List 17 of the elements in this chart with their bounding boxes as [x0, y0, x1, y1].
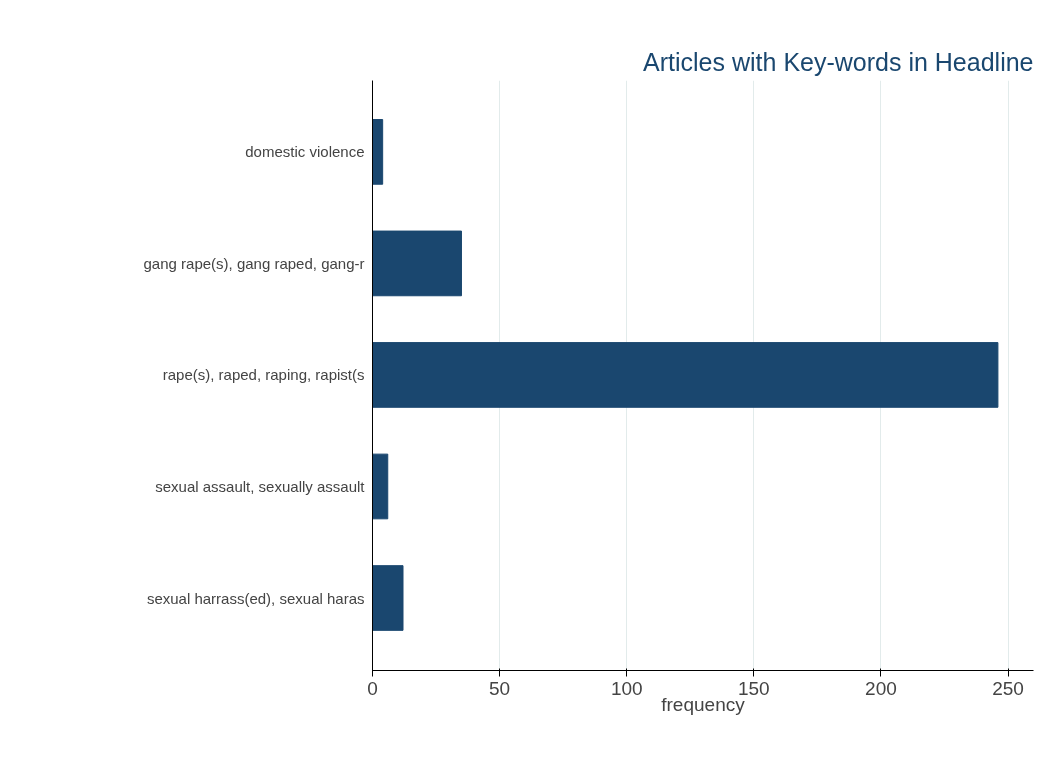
bar	[372, 230, 462, 297]
x-tick-label: 200	[865, 677, 897, 699]
x-tick-label: 100	[610, 677, 643, 699]
x-tick-label: 150	[738, 677, 770, 699]
bar	[372, 565, 404, 631]
x-tick-label: 0	[367, 677, 378, 699]
y-tick-label: gang rape(s), gang raped, gang-r	[143, 254, 365, 272]
x-tick-label: 50	[489, 677, 511, 699]
y-tick-label: domestic violence	[245, 143, 365, 161]
x-tick-label: 250	[992, 677, 1024, 699]
bar	[372, 342, 999, 408]
bar	[372, 453, 389, 520]
bar	[372, 119, 384, 185]
y-tick-label: sexual harrass(ed), sexual haras	[146, 589, 365, 607]
chart-title: Articles with Key-words in Headline	[643, 47, 1034, 76]
y-tick-label: rape(s), raped, raping, rapist(s	[162, 366, 365, 384]
y-tick-label: sexual assault, sexually assault	[155, 477, 366, 495]
